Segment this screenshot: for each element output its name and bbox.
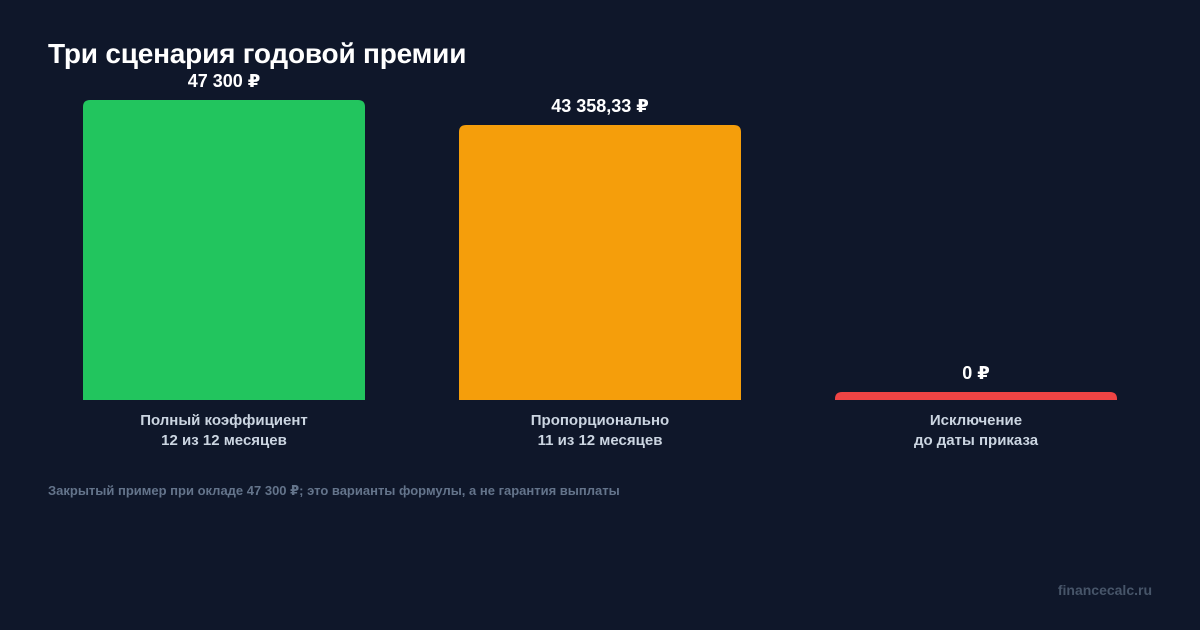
site-watermark: financecalc.ru xyxy=(1057,582,1152,598)
category-label-3-line-1: Исключение xyxy=(930,412,1022,429)
category-label-2-line-2: 11 из 12 месяцев xyxy=(538,432,663,449)
bar-3 xyxy=(835,392,1117,400)
value-label-3: 0 ₽ xyxy=(962,363,990,383)
category-label-1-line-2: 12 из 12 месяцев xyxy=(161,432,287,449)
category-label-1-line-1: Полный коэффициент xyxy=(140,412,308,429)
category-label-3-line-2: до даты приказа xyxy=(914,432,1039,449)
bar-1 xyxy=(83,100,365,400)
bar-2 xyxy=(459,125,741,400)
value-label-2: 43 358,33 ₽ xyxy=(551,96,649,116)
chart-title: Три сценария годовой премии xyxy=(48,38,467,69)
footnote: Закрытый пример при окладе 47 300 ₽; это… xyxy=(48,483,620,498)
value-label-1: 47 300 ₽ xyxy=(188,71,261,91)
category-label-2-line-1: Пропорционально xyxy=(531,412,669,429)
